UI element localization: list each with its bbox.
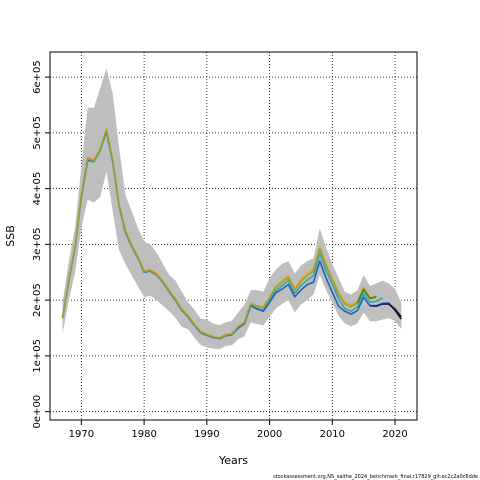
- x-tick-label: 2000: [257, 429, 282, 440]
- y-tick-label: 4e+05: [32, 172, 43, 206]
- confidence-band: [62, 68, 402, 350]
- grid: [50, 52, 417, 420]
- y-tick-label: 5e+05: [32, 116, 43, 150]
- x-axis-title: Years: [218, 454, 248, 467]
- series-group: [61, 128, 402, 340]
- x-tick-label: 2010: [320, 429, 345, 440]
- x-tick-label: 2020: [382, 429, 407, 440]
- x-tick-label: 1970: [69, 429, 94, 440]
- series-line-black: [388, 302, 402, 320]
- x-axis: 1970 1980 1990 2000 2010 2020: [69, 420, 408, 440]
- confidence-band-area: [62, 68, 402, 350]
- x-tick-label: 1990: [194, 429, 219, 440]
- y-axis-title: SSB: [4, 225, 17, 247]
- y-tick-label: 0e+00: [32, 395, 43, 429]
- series-line-green: [356, 288, 377, 304]
- y-tick-label: 2e+05: [32, 283, 43, 317]
- plot-frame: [49, 51, 418, 421]
- y-tick-label: 3e+05: [32, 228, 43, 262]
- y-tick-label: 6e+05: [32, 60, 43, 94]
- series-line-olive: [61, 129, 377, 339]
- y-tick-label: 1e+05: [32, 339, 43, 373]
- x-tick-label: 1980: [131, 429, 156, 440]
- y-axis: 0e+00 1e+05 2e+05 3e+05 4e+05 5e+05 6e+05: [32, 60, 50, 428]
- credit-text: stockassessment.org,NS_saithe_2024_bench…: [273, 474, 478, 480]
